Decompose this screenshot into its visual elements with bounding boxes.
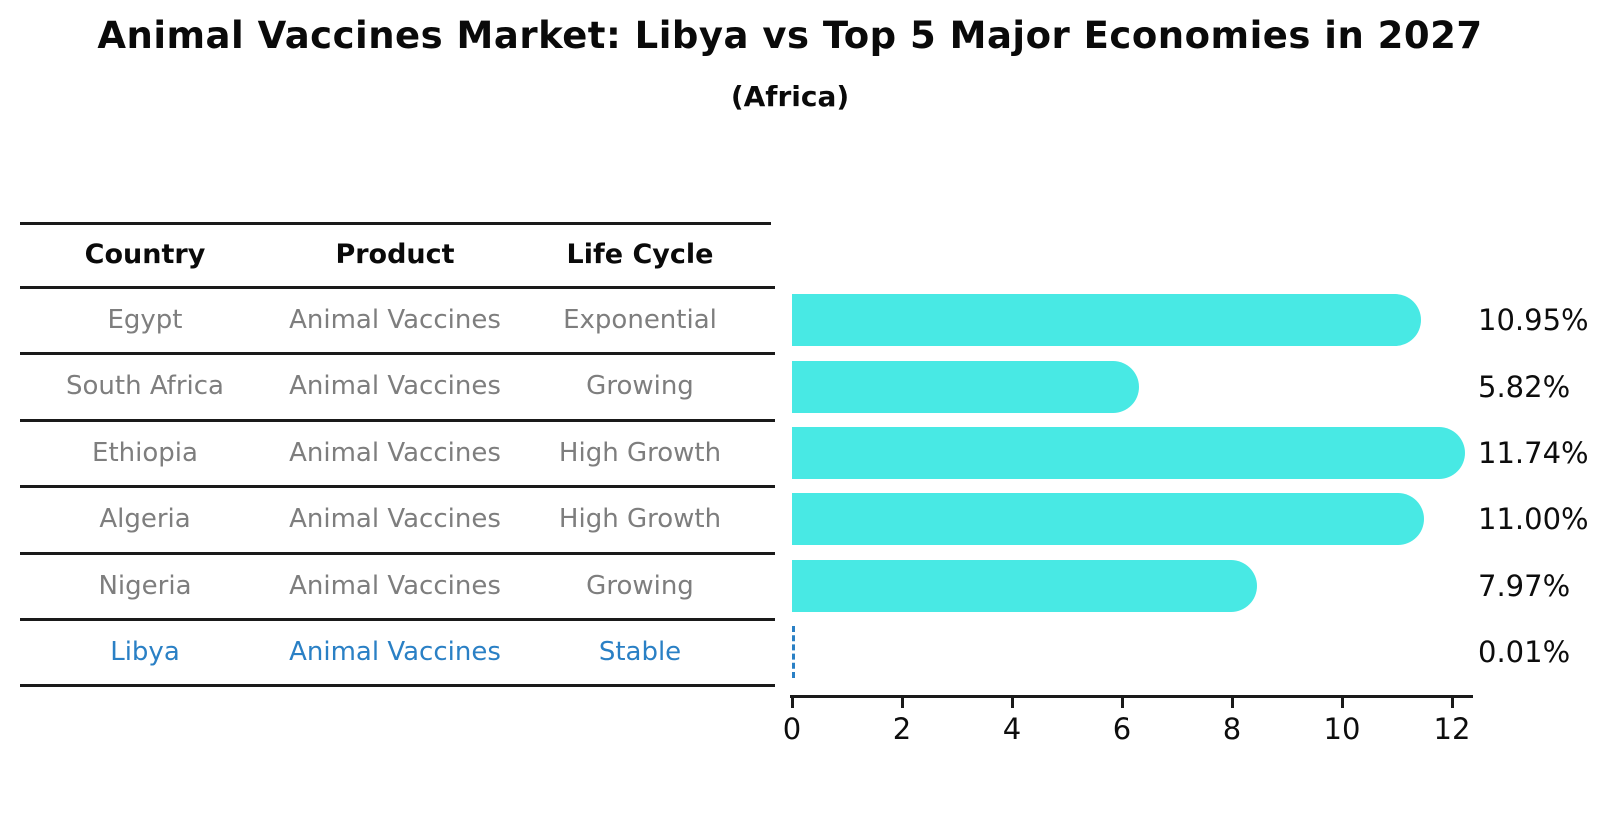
- table-row-highlight-libya: Libya Animal Vaccines Stable: [20, 619, 771, 685]
- y-axis-tick: [750, 552, 775, 555]
- x-axis-tick: [1231, 695, 1234, 708]
- table-rule: [20, 222, 771, 225]
- table-row: Algeria Animal Vaccines High Growth: [20, 486, 771, 552]
- bar-value-label: 7.97%: [1478, 568, 1571, 603]
- table-row: Ethiopia Animal Vaccines High Growth: [20, 420, 771, 486]
- bar-value-label: 11.74%: [1478, 436, 1589, 470]
- table-rule: [20, 286, 771, 289]
- y-axis-tick: [750, 286, 775, 289]
- cell-country: South Africa: [66, 371, 224, 401]
- bar-value-label: 0.01%: [1478, 635, 1571, 670]
- y-axis-tick: [750, 352, 775, 355]
- bar-egypt: [792, 294, 1421, 347]
- table-rule: [20, 352, 771, 355]
- y-axis-tick: [750, 419, 775, 422]
- table-rule: [20, 552, 771, 555]
- cell-life-cycle: High Growth: [558, 438, 722, 468]
- cell-product: Animal Vaccines: [289, 438, 501, 468]
- table-rule: [20, 485, 771, 488]
- y-axis-tick: [750, 684, 775, 687]
- x-axis-tick-label: 4: [1002, 712, 1022, 746]
- table-header-product: Product: [335, 238, 455, 270]
- x-axis-tick: [1451, 695, 1454, 708]
- table-rule: [20, 618, 771, 621]
- cell-product: Animal Vaccines: [289, 504, 501, 534]
- table-rule: [20, 684, 771, 687]
- cell-life-cycle: Exponential: [563, 305, 717, 335]
- table-header-country: Country: [84, 238, 206, 270]
- table-header-life-cycle: Life Cycle: [566, 238, 714, 270]
- cell-life-cycle: Stable: [598, 637, 682, 667]
- x-axis-tick: [1341, 695, 1344, 708]
- bar-algeria: [792, 493, 1424, 546]
- x-axis-tick-label: 0: [782, 712, 802, 746]
- bar-south-africa: [792, 360, 1139, 413]
- cell-life-cycle: High Growth: [558, 504, 722, 534]
- bar-value-label: 11.00%: [1478, 502, 1589, 537]
- bar-nigeria: [792, 559, 1257, 612]
- cell-country: Ethiopia: [92, 438, 198, 468]
- table-row: South Africa Animal Vaccines Growing: [20, 353, 771, 419]
- cell-product: Animal Vaccines: [289, 305, 501, 335]
- x-axis-tick-label: 6: [1112, 712, 1132, 746]
- cell-country: Libya: [110, 637, 180, 667]
- x-axis-tick: [1011, 695, 1014, 708]
- x-axis-tick-label: 8: [1222, 712, 1242, 746]
- cell-country: Egypt: [107, 305, 183, 335]
- bar-value-label: 10.95%: [1478, 303, 1589, 338]
- chart-subtitle: (Africa): [730, 80, 850, 113]
- cell-life-cycle: Growing: [586, 371, 694, 401]
- x-axis-tick-label: 12: [1433, 712, 1471, 746]
- bar-value-label: 5.82%: [1478, 369, 1571, 404]
- table-rule: [20, 419, 771, 422]
- cell-product: Animal Vaccines: [289, 637, 501, 667]
- table-row: Nigeria Animal Vaccines Growing: [20, 553, 771, 619]
- cell-product: Animal Vaccines: [289, 571, 501, 601]
- x-axis-tick-label: 10: [1323, 712, 1361, 746]
- chart-title: Animal Vaccines Market: Libya vs Top 5 M…: [97, 14, 1483, 57]
- table-row: Egypt Animal Vaccines Exponential: [20, 287, 771, 353]
- x-axis-tick-label: 2: [892, 712, 912, 746]
- bar-ethiopia: [792, 427, 1465, 479]
- table-header-row: Country Product Life Cycle: [20, 222, 771, 286]
- cell-country: Nigeria: [98, 571, 192, 601]
- y-axis-tick: [750, 618, 775, 621]
- cell-product: Animal Vaccines: [289, 371, 501, 401]
- x-axis-tick: [901, 695, 904, 708]
- y-axis-tick: [750, 485, 775, 488]
- cell-country: Algeria: [99, 504, 191, 534]
- x-axis-line: [790, 695, 1473, 698]
- bar-libya-dashed-line: [792, 626, 795, 679]
- x-axis-tick: [791, 695, 794, 708]
- cell-life-cycle: Growing: [586, 571, 694, 601]
- x-axis-tick: [1121, 695, 1124, 708]
